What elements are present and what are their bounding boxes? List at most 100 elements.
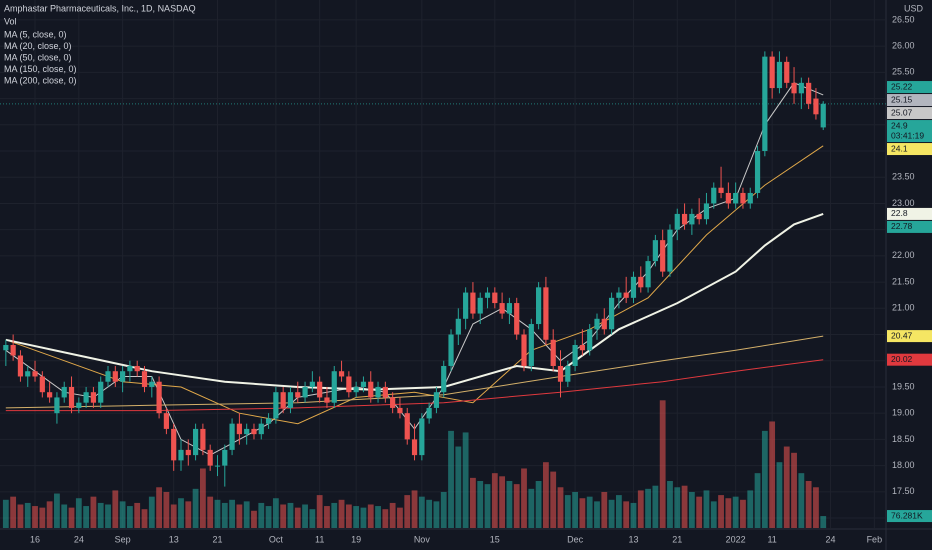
- volume-bar: [586, 496, 593, 528]
- legend-entry: MA (200, close, 0): [4, 75, 77, 85]
- y-tick-label: 26.50: [892, 14, 915, 24]
- volume-bar: [119, 501, 126, 528]
- axis-tag-label: 20.02: [891, 354, 913, 364]
- candle-body: [477, 297, 483, 314]
- candle-body: [623, 292, 629, 298]
- volume-bar: [345, 504, 352, 528]
- candle-body: [638, 276, 644, 288]
- volume-bar: [601, 491, 608, 528]
- candle-body: [791, 82, 797, 94]
- volume-bar: [528, 488, 535, 528]
- currency: USD: [904, 3, 924, 13]
- volume-bar: [83, 506, 90, 528]
- volume-bar: [448, 430, 454, 528]
- candle-body: [309, 381, 315, 387]
- volume-bar: [39, 507, 46, 528]
- candle-body: [725, 192, 731, 204]
- candle-body: [594, 318, 600, 330]
- candle-body: [25, 371, 31, 377]
- volume-bar: [141, 509, 148, 528]
- candle-body: [616, 292, 622, 298]
- volume-bar: [455, 446, 462, 528]
- candles: [3, 51, 826, 487]
- candle-body: [149, 381, 155, 387]
- volume-bar: [199, 468, 206, 528]
- candle-body: [762, 56, 768, 152]
- axis-tag: [887, 330, 932, 343]
- volume-bar: [251, 510, 257, 528]
- volume-bar: [148, 496, 155, 528]
- volume-bar: [440, 491, 447, 528]
- volume-bar: [411, 490, 418, 528]
- candle-body: [433, 392, 440, 408]
- candle-body: [740, 192, 746, 204]
- candle-body: [645, 261, 651, 288]
- volume-bar: [477, 481, 484, 528]
- volume-bar: [316, 495, 323, 528]
- volume-bar: [294, 507, 301, 528]
- volume-bar: [645, 488, 651, 528]
- volume-bar: [229, 499, 235, 528]
- ma-line: [5, 359, 824, 412]
- volume-bar: [740, 499, 746, 528]
- candle-body: [806, 82, 812, 104]
- volume-bar: [681, 485, 688, 528]
- x-tick-label: Dec: [567, 534, 584, 544]
- legend-entry: Vol: [4, 16, 17, 26]
- candle-body: [776, 61, 783, 89]
- candle-body: [470, 292, 476, 314]
- candle-body: [324, 397, 330, 403]
- y-tick-label: 17.50: [892, 486, 915, 496]
- candle-body: [229, 423, 235, 450]
- volume-bar: [46, 501, 53, 528]
- volume-bar: [163, 491, 170, 528]
- volume-bar: [703, 490, 710, 528]
- candle-body: [156, 381, 162, 414]
- volume-bar: [360, 507, 367, 528]
- candle-body: [192, 428, 199, 456]
- volume-bar: [521, 468, 527, 528]
- volume-bar: [90, 496, 97, 528]
- volume-bar: [630, 502, 637, 528]
- volume-bar: [272, 498, 279, 528]
- y-tick-label: 18.00: [892, 460, 915, 470]
- chart-title: Amphastar Pharmaceuticals, Inc., 1D, NAS…: [4, 3, 196, 13]
- x-tick-label: 15: [490, 534, 500, 544]
- candle-body: [652, 240, 658, 262]
- volume-bar: [105, 504, 111, 528]
- volume-bar: [732, 496, 739, 528]
- axis-tag: [887, 207, 932, 220]
- axis-tag: [887, 107, 932, 120]
- candle-body: [411, 439, 418, 456]
- candle-body: [10, 345, 16, 356]
- candle-body: [258, 423, 264, 435]
- candle-body: [747, 192, 753, 204]
- candle-body: [17, 355, 24, 377]
- candle-body: [360, 381, 367, 387]
- volume-bar: [674, 487, 681, 528]
- volume-bar: [97, 502, 104, 528]
- candle-body: [338, 371, 345, 377]
- candle-body: [689, 213, 695, 225]
- volume-bar: [207, 496, 214, 528]
- candle-body: [346, 376, 352, 393]
- candle-body: [265, 418, 272, 424]
- candle-body: [506, 303, 513, 314]
- volume-bar: [667, 481, 673, 528]
- x-tick-label: 24: [74, 534, 84, 544]
- volume-tag: [887, 510, 932, 523]
- candle-body: [813, 98, 819, 115]
- candle-body: [798, 82, 804, 94]
- candle-body: [608, 297, 615, 330]
- candle-body: [390, 397, 396, 408]
- candle-body: [441, 365, 447, 393]
- volume-bar: [127, 506, 133, 528]
- candle-body: [280, 392, 286, 408]
- volume-bar: [761, 430, 768, 528]
- candle-body: [587, 329, 593, 351]
- candle-body: [185, 449, 191, 456]
- candle-body: [214, 465, 221, 467]
- volume-bar: [623, 501, 630, 528]
- volume-bar: [32, 506, 38, 528]
- volume-bar: [353, 506, 360, 528]
